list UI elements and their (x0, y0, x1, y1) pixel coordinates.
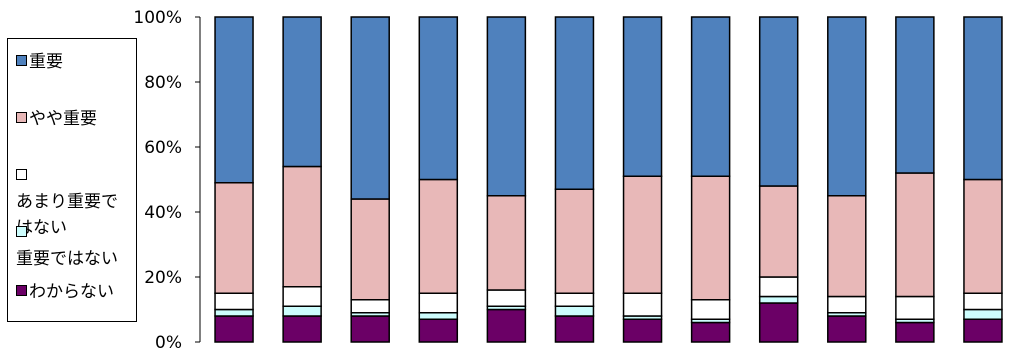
bar-segment (282, 16, 322, 168)
legend-label: わからない (29, 282, 114, 302)
bar-segment (350, 16, 390, 200)
bar-segment (418, 312, 459, 320)
legend-swatch-重要 (16, 55, 27, 66)
bar-segment (282, 286, 322, 307)
y-tick-label: 40% (144, 203, 182, 223)
bar-segment (214, 292, 254, 311)
bar-segment (963, 318, 1003, 343)
bar-segment (690, 299, 731, 320)
y-tick-label: 20% (144, 268, 182, 288)
bar-segment (214, 16, 254, 184)
bar-segment (758, 185, 799, 278)
bar-segment (622, 16, 663, 177)
bar-segment (350, 315, 390, 343)
bar-segment (554, 188, 595, 294)
y-tick-label: 100% (133, 8, 182, 28)
legend-item-あまり重要ではない: あまり重要ではない (16, 163, 136, 241)
bar-segment (758, 295, 799, 304)
bar-segment (895, 295, 935, 320)
bar-segment (963, 308, 1003, 320)
bar-segment (690, 16, 731, 177)
bar-segment (622, 318, 663, 343)
legend: 重要 やや重要 あまり重要ではない 重要ではない わからない (7, 38, 137, 322)
bar-segment (827, 195, 867, 298)
legend-label: 重要 (29, 52, 63, 72)
bar-segment (486, 308, 527, 343)
legend-item-重要: 重要 (16, 49, 63, 75)
legend-item-わからない: わからない (16, 279, 114, 305)
bar-segment (214, 308, 254, 317)
legend-swatch-重要ではない (16, 226, 27, 237)
bar-segment (963, 178, 1003, 294)
bar-segment (827, 295, 867, 314)
bar-segment (554, 305, 595, 317)
bar-segment (758, 276, 799, 298)
legend-swatch-わからない (16, 285, 27, 296)
bar-segment (282, 165, 322, 288)
bar-segment (282, 305, 322, 317)
bar-segment (827, 16, 867, 197)
y-tick-label: 0% (155, 333, 182, 351)
bar-segment (622, 175, 663, 294)
bar-segment (350, 198, 390, 301)
bar-segment (418, 318, 459, 343)
bar-segment (963, 16, 1003, 181)
bar-segment (350, 299, 390, 314)
bar-segment (214, 182, 254, 294)
bar-segment (622, 292, 663, 317)
bar-segment (963, 292, 1003, 311)
bar-segment (554, 16, 595, 190)
bar-segment (827, 315, 867, 343)
legend-label: やや重要 (29, 109, 97, 129)
bar-segment (214, 315, 254, 343)
bar-segment (895, 16, 935, 174)
bar-segment (690, 175, 731, 301)
legend-swatch-やや重要 (16, 112, 27, 123)
bar-segment (895, 321, 935, 343)
legend-item-重要ではない: 重要ではない (16, 220, 136, 272)
bar-segment (486, 289, 527, 307)
bar-segment (554, 315, 595, 343)
bar-segment (418, 292, 459, 314)
bar-segment (554, 292, 595, 307)
y-tick-label: 60% (144, 138, 182, 158)
bar-segment (486, 16, 527, 197)
bar-segment (418, 178, 459, 294)
bar-segment (758, 302, 799, 343)
y-tick-label: 80% (144, 73, 182, 93)
legend-label: 重要ではない (16, 249, 118, 269)
legend-label: あまり重要ではない (16, 192, 118, 238)
bar-segment (690, 321, 731, 343)
bar-segment (282, 315, 322, 343)
bar-segment (486, 195, 527, 291)
legend-item-やや重要: やや重要 (16, 106, 97, 132)
legend-swatch-あまり重要ではない (16, 169, 27, 180)
bar-segment (895, 172, 935, 298)
bar-segment (758, 16, 799, 187)
bar-segment (418, 16, 459, 181)
